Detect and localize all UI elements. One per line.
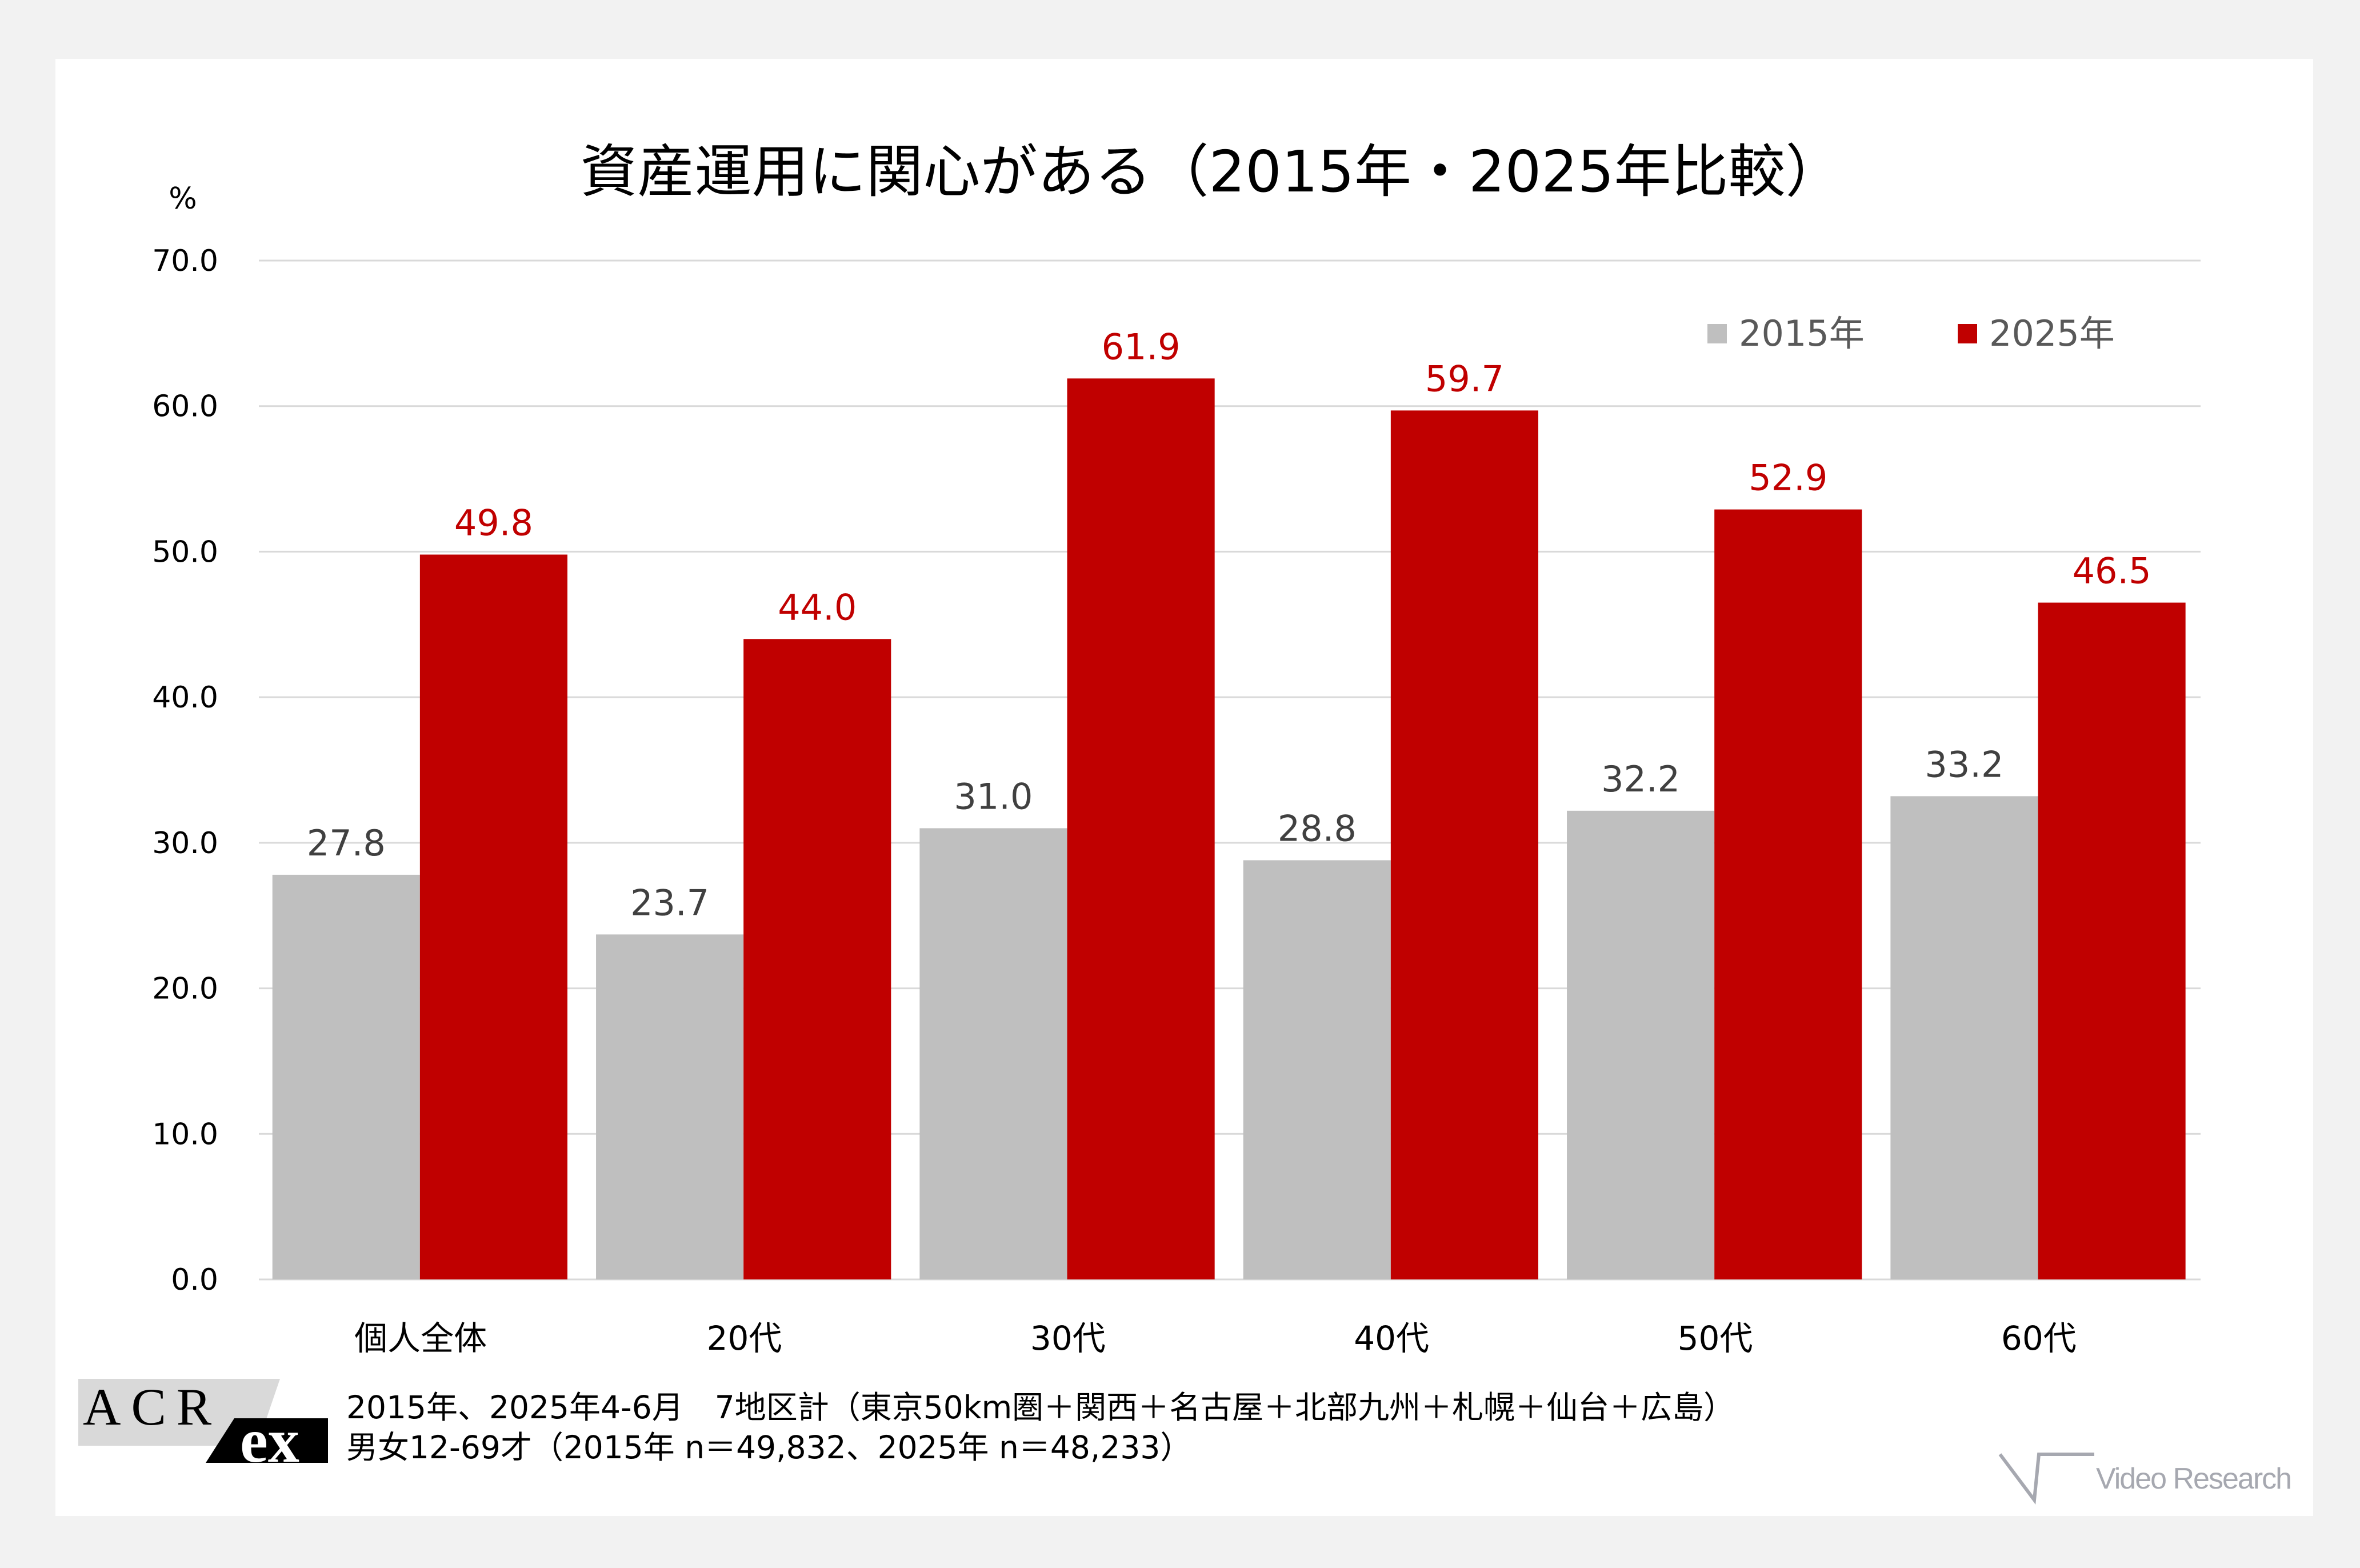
svg-text:ex: ex (240, 1406, 299, 1475)
data-label: 44.0 (778, 586, 857, 628)
data-label: 61.9 (1102, 326, 1181, 367)
bar-2025年-60代 (2038, 602, 2186, 1279)
data-label: 23.7 (630, 882, 709, 923)
y-tick-label: 30.0 (152, 826, 218, 861)
y-axis-unit: % (169, 182, 197, 216)
y-tick-label: 70.0 (152, 244, 218, 278)
data-label: 33.2 (1925, 743, 2003, 785)
bar-2015年-60代 (1890, 796, 2038, 1279)
x-tick-label: 個人全体 (354, 1319, 487, 1358)
bar-2015年-20代 (596, 934, 744, 1279)
bar-2025年-個人全体 (419, 554, 567, 1279)
svg-text:ACR: ACR (83, 1378, 222, 1436)
data-label: 28.8 (1278, 807, 1357, 849)
y-tick-label: 20.0 (152, 972, 218, 1006)
bar-2015年-個人全体 (272, 874, 420, 1279)
bar-2015年-40代 (1243, 860, 1391, 1279)
legend-label: 2015年 (1739, 313, 1865, 354)
bar-2025年-30代 (1067, 378, 1215, 1279)
y-tick-label: 0.0 (171, 1263, 218, 1297)
legend-label: 2025年 (1989, 313, 2115, 354)
x-tick-label: 20代 (707, 1319, 782, 1358)
data-label: 31.0 (954, 775, 1033, 817)
bar-2015年-30代 (919, 828, 1067, 1279)
y-tick-label: 60.0 (152, 390, 218, 424)
y-tick-label: 10.0 (152, 1117, 218, 1151)
acr-ex-logo: ACR ex (78, 1378, 328, 1475)
footnote-survey-period: 2015年、2025年4-6月 7地区計（東京50km圏＋関西＋名古屋＋北部九州… (346, 1389, 1735, 1426)
bar-2025年-50代 (1714, 509, 1862, 1279)
video-research-logo: Video Research (1998, 1453, 2292, 1505)
data-label: 27.8 (307, 822, 386, 864)
footnote-sample-size: 男女12-69才（2015年 n＝49,832、2025年 n＝48,233） (346, 1429, 1192, 1466)
bar-2015年-50代 (1567, 810, 1715, 1279)
data-label: 46.5 (2073, 550, 2151, 592)
data-label: 59.7 (1425, 358, 1504, 399)
y-tick-label: 50.0 (152, 535, 218, 569)
svg-text:Video Research: Video Research (2096, 1462, 2291, 1495)
data-label: 32.2 (1601, 758, 1680, 800)
x-tick-label: 60代 (2001, 1319, 2077, 1358)
data-label: 49.8 (454, 502, 533, 544)
chart-title: 資産運用に関心がある（2015年・2025年比較） (581, 138, 1843, 205)
legend-swatch (1958, 324, 1977, 343)
data-label: 52.9 (1749, 457, 1827, 499)
legend-swatch (1707, 324, 1727, 343)
x-tick-label: 40代 (1354, 1319, 1429, 1358)
x-tick-label: 50代 (1678, 1319, 1753, 1358)
x-tick-label: 30代 (1030, 1319, 1106, 1358)
y-tick-label: 40.0 (152, 681, 218, 715)
bar-2025年-40代 (1390, 410, 1538, 1279)
bar-2025年-20代 (743, 639, 891, 1279)
